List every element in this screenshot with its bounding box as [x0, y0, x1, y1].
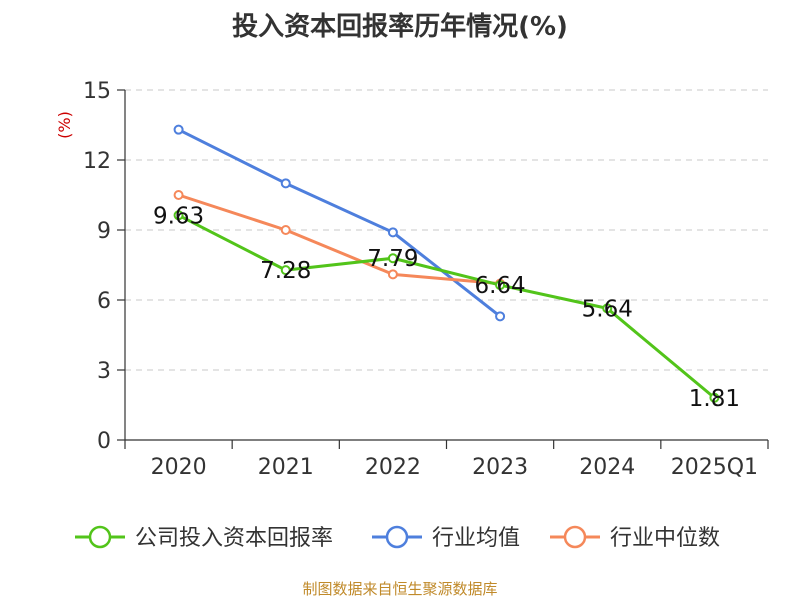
series-point-2 — [280, 225, 291, 235]
series-point-0 — [495, 280, 506, 291]
data-label: 6.64 — [474, 273, 525, 299]
y-tick-label: 12 — [83, 149, 111, 174]
series-line-1 — [177, 128, 502, 318]
series-line-0 — [177, 213, 716, 399]
series-point-0 — [709, 392, 720, 403]
data-label: 9.63 — [153, 203, 204, 229]
data-label: 7.28 — [260, 258, 311, 284]
legend-label-0: 公司投入资本回报率 — [135, 526, 333, 551]
series-point-0 — [387, 253, 398, 264]
data-label-layer: 9.63 7.28 7.79 6.64 5.64 1.81 — [153, 203, 740, 411]
grid-layer — [125, 89, 768, 371]
series-line-2 — [178, 193, 501, 286]
x-tick-label: 2020 — [151, 455, 207, 480]
legend-marker-1 — [385, 525, 409, 549]
y-tick-label: 3 — [97, 359, 111, 384]
x-tick-label: 2025Q1 — [671, 455, 758, 480]
series-point-1 — [495, 311, 506, 322]
x-tick-label: 2023 — [472, 455, 528, 480]
x-tick-label: 2022 — [365, 455, 421, 480]
axis-layer: 0 3 6 9 12 15 (%) 2020 2021 2022 2023 2024 2025Q1 — [55, 79, 769, 480]
y-tick-label: 15 — [83, 79, 111, 104]
series-point-0 — [602, 303, 613, 314]
source-note: 制图数据来自恒生聚源数据库 — [302, 580, 498, 598]
data-label: 5.64 — [582, 296, 633, 322]
legend-marker-2 — [563, 525, 587, 549]
y-tick-label: 0 — [97, 429, 111, 454]
series-point-1 — [173, 124, 184, 135]
series-point-1 — [280, 178, 291, 189]
series-point-2 — [387, 269, 398, 280]
x-tick-label: 2021 — [258, 455, 314, 480]
data-label: 1.81 — [689, 386, 740, 412]
series-point-0 — [173, 210, 184, 221]
series-point-0 — [280, 265, 291, 276]
data-label: 7.79 — [367, 246, 418, 272]
series-point-2 — [173, 190, 184, 200]
series-point-1 — [387, 227, 398, 238]
y-axis-unit-label: (%) — [55, 111, 74, 139]
series-layer — [173, 124, 720, 403]
chart-title: 投入资本回报率历年情况(%) — [232, 12, 568, 42]
y-tick-label: 6 — [97, 289, 111, 314]
x-tick-label: 2024 — [579, 455, 635, 480]
legend: 公司投入资本回报率 行业均值 行业中位数 — [75, 525, 720, 551]
legend-label-2: 行业中位数 — [610, 526, 720, 551]
legend-label-1: 行业均值 — [432, 526, 520, 551]
y-tick-label: 9 — [97, 219, 111, 244]
legend-marker-0 — [88, 525, 112, 549]
